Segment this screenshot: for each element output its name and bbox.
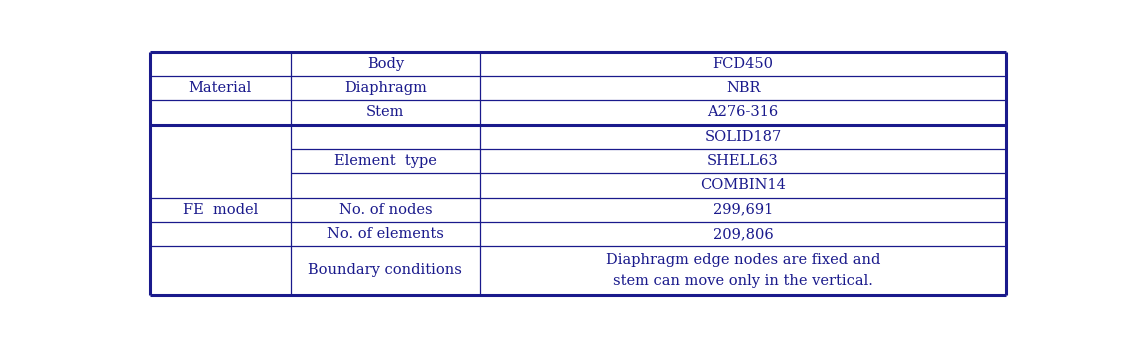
Text: SHELL63: SHELL63 <box>707 154 779 168</box>
Text: Diaphragm edge nodes are fixed and
stem can move only in the vertical.: Diaphragm edge nodes are fixed and stem … <box>606 253 880 288</box>
Text: No. of nodes: No. of nodes <box>338 203 432 217</box>
Text: Boundary conditions: Boundary conditions <box>308 263 462 277</box>
Text: Element  type: Element type <box>334 154 437 168</box>
Text: No. of elements: No. of elements <box>327 227 443 241</box>
Text: 209,806: 209,806 <box>713 227 774 241</box>
Text: Material: Material <box>188 81 252 95</box>
Text: 299,691: 299,691 <box>713 203 773 217</box>
Text: A276-316: A276-316 <box>707 105 778 119</box>
Text: SOLID187: SOLID187 <box>704 130 782 144</box>
Text: Stem: Stem <box>367 105 405 119</box>
Text: FE  model: FE model <box>183 203 258 217</box>
Text: COMBIN14: COMBIN14 <box>700 178 786 192</box>
Text: NBR: NBR <box>725 81 760 95</box>
Text: Diaphragm: Diaphragm <box>344 81 426 95</box>
Text: FCD450: FCD450 <box>713 57 774 71</box>
Text: Body: Body <box>367 57 404 71</box>
